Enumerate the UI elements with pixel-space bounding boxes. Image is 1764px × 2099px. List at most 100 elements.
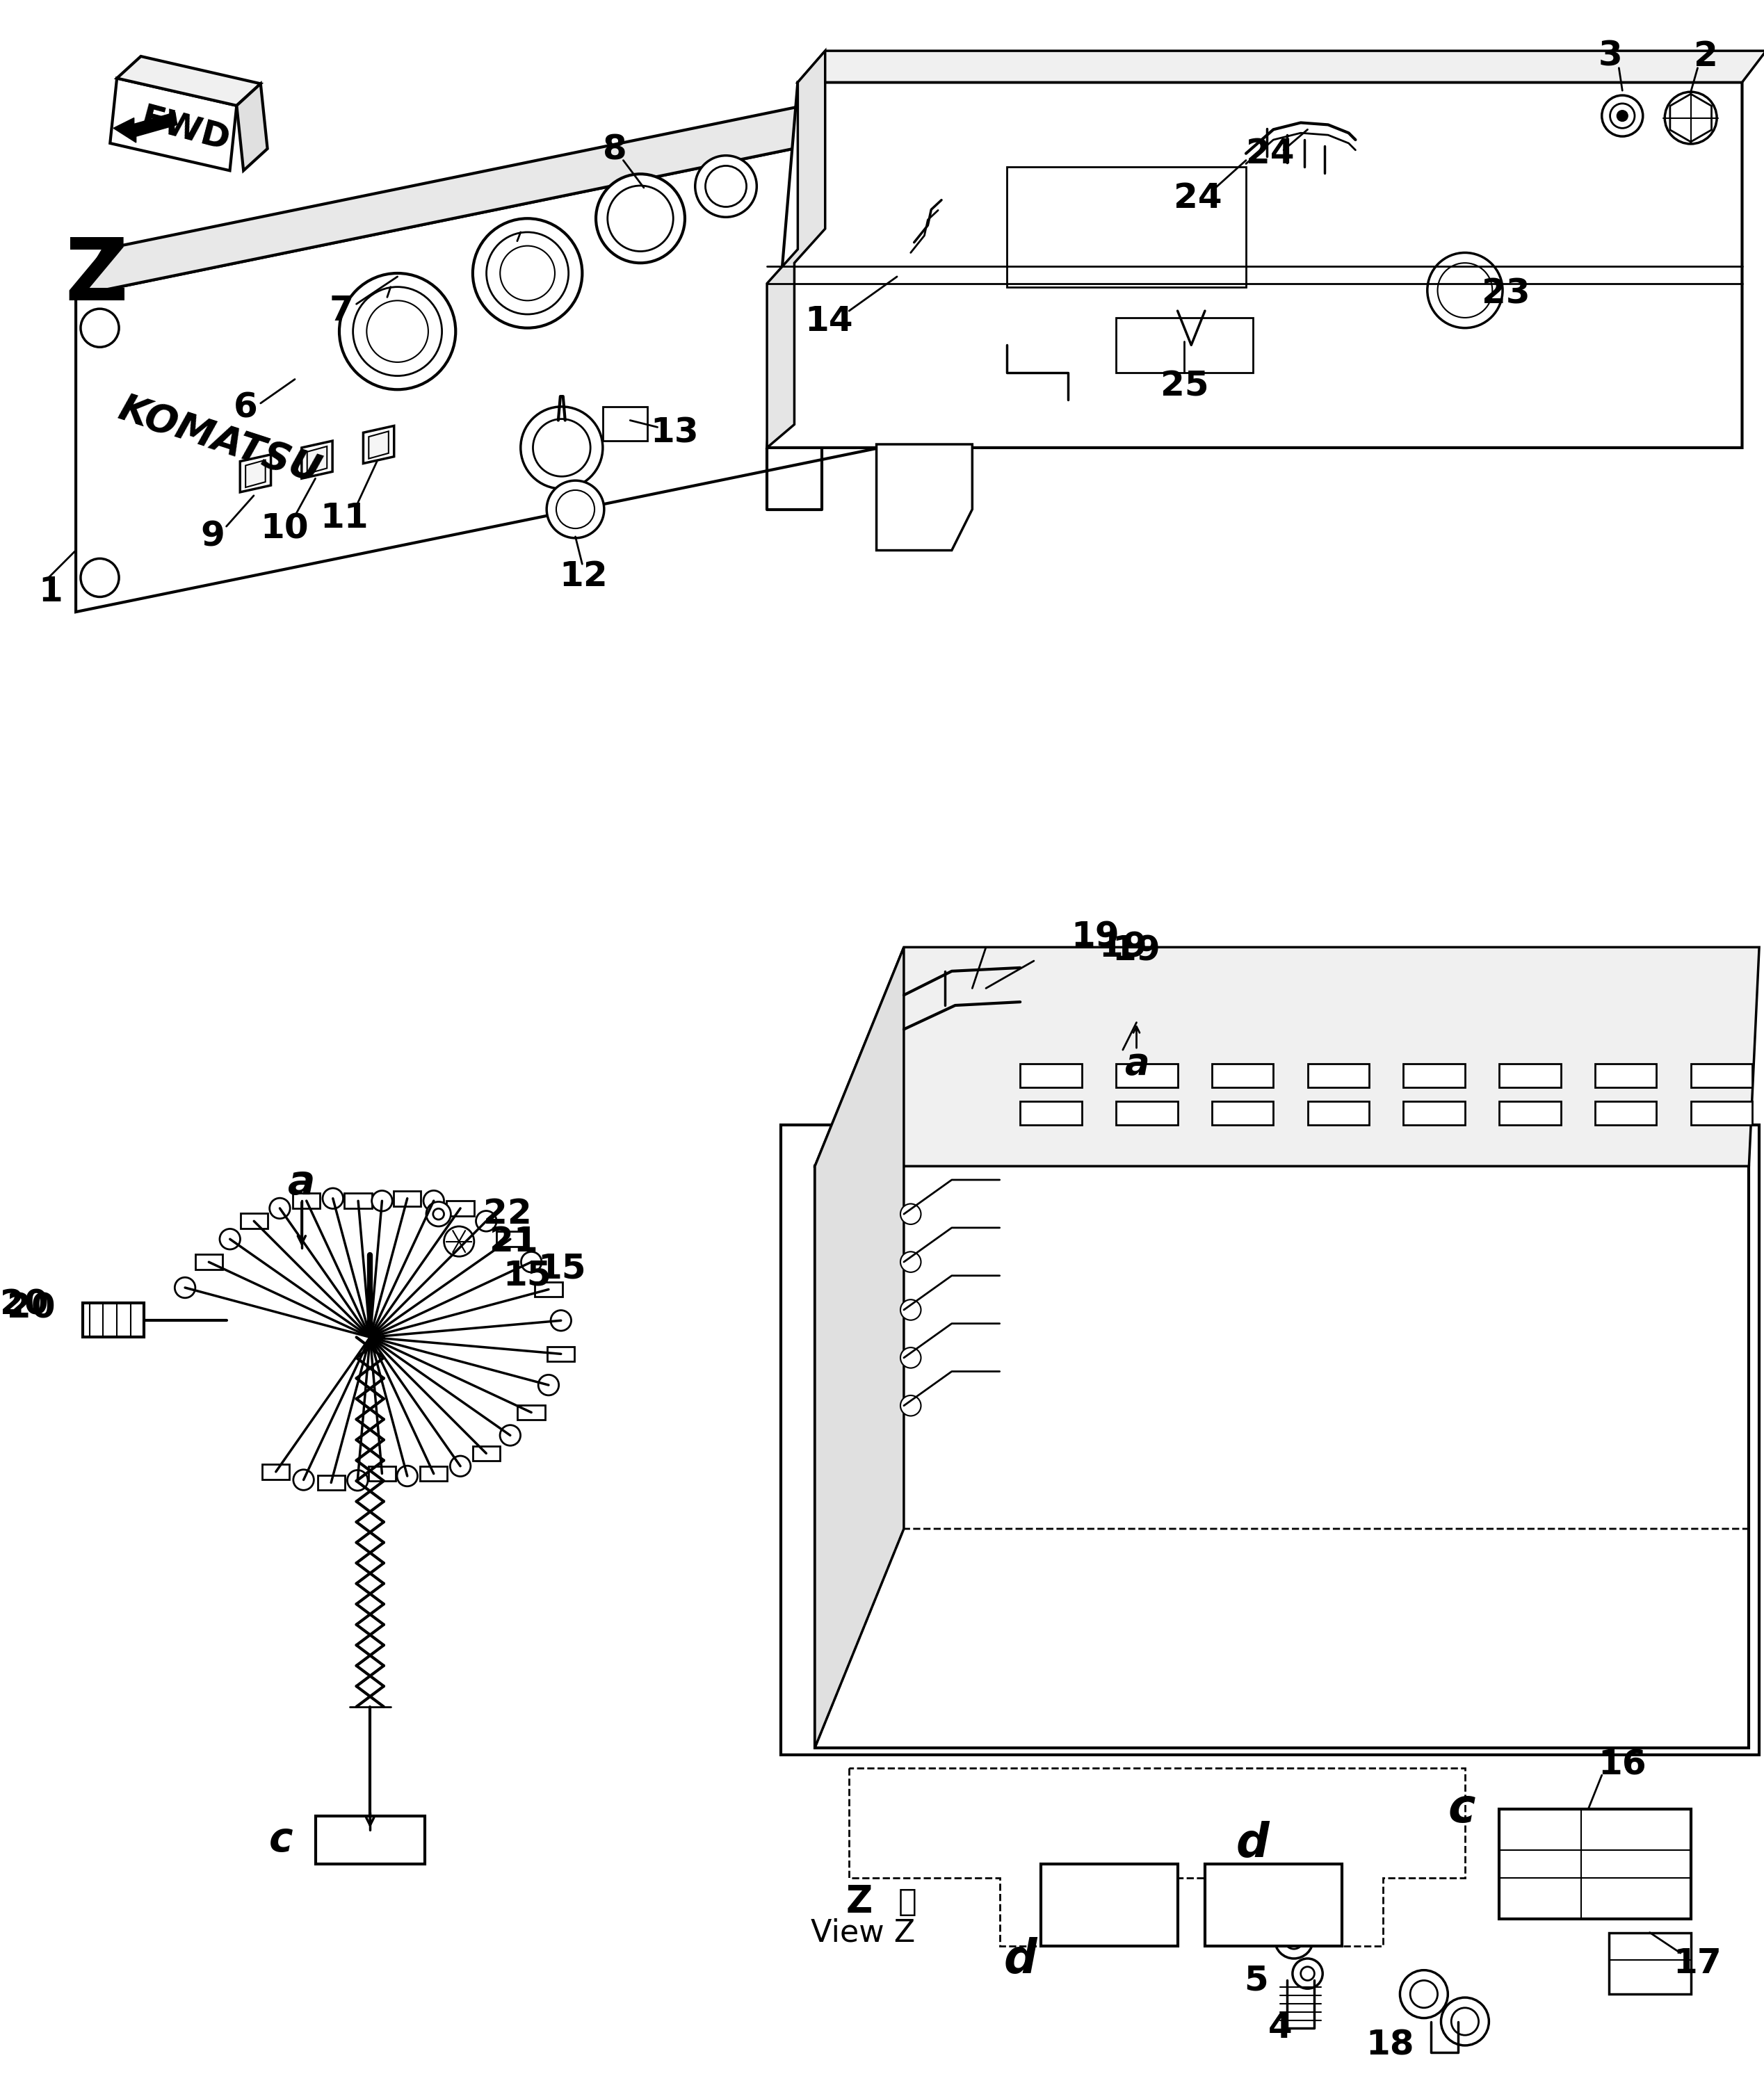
Bar: [1499, 1064, 1561, 1087]
Circle shape: [499, 1425, 520, 1446]
Text: 7: 7: [330, 294, 353, 327]
Bar: [1020, 1102, 1081, 1125]
Text: KOMATSU: KOMATSU: [113, 390, 325, 491]
Text: 19: 19: [1099, 930, 1147, 963]
Circle shape: [1409, 1981, 1438, 2009]
Text: d: d: [1237, 1820, 1270, 1866]
Circle shape: [487, 233, 568, 315]
Polygon shape: [369, 430, 388, 460]
Circle shape: [423, 1190, 445, 1211]
Circle shape: [293, 1469, 314, 1490]
Circle shape: [1401, 1971, 1448, 2017]
Circle shape: [353, 288, 443, 376]
Text: FWD: FWD: [138, 101, 233, 157]
Text: 5: 5: [1244, 1965, 1268, 1996]
Circle shape: [520, 1251, 542, 1272]
Circle shape: [1275, 1921, 1312, 1958]
Text: 視: 視: [898, 1887, 917, 1916]
Text: 19: 19: [1113, 934, 1161, 968]
Bar: [420, 1465, 448, 1482]
Circle shape: [1665, 92, 1716, 145]
Bar: [1307, 1064, 1369, 1087]
Circle shape: [520, 407, 603, 489]
Circle shape: [323, 1188, 344, 1209]
Text: 25: 25: [1161, 369, 1208, 403]
Bar: [1595, 1064, 1656, 1087]
Circle shape: [1441, 1998, 1489, 2044]
Bar: [1205, 1864, 1342, 1946]
Text: 10: 10: [261, 512, 309, 546]
Circle shape: [1438, 262, 1492, 317]
Circle shape: [695, 155, 757, 216]
Bar: [1041, 1864, 1178, 1946]
Text: c: c: [1448, 1786, 1475, 1832]
Circle shape: [473, 218, 582, 327]
Bar: [1117, 1064, 1178, 1087]
Text: 20: 20: [7, 1291, 55, 1324]
Bar: [547, 1345, 575, 1362]
Bar: [473, 1446, 499, 1461]
Polygon shape: [106, 317, 182, 363]
Bar: [1212, 1102, 1274, 1125]
Polygon shape: [815, 947, 1759, 1167]
Bar: [263, 1465, 289, 1480]
Circle shape: [1284, 1929, 1304, 1950]
Polygon shape: [240, 455, 272, 491]
Bar: [344, 1194, 372, 1209]
Text: 6: 6: [233, 390, 258, 424]
Circle shape: [175, 1278, 196, 1297]
Bar: [1690, 1102, 1752, 1125]
Text: 4: 4: [1268, 2011, 1293, 2044]
Circle shape: [397, 1465, 418, 1486]
Circle shape: [1452, 2009, 1478, 2036]
Text: 22: 22: [483, 1196, 531, 1230]
Text: 23: 23: [1482, 277, 1529, 311]
Polygon shape: [302, 441, 332, 479]
Bar: [1404, 1064, 1464, 1087]
Circle shape: [476, 1211, 496, 1232]
Polygon shape: [1671, 94, 1711, 143]
Circle shape: [706, 166, 746, 208]
Circle shape: [1602, 94, 1642, 136]
Bar: [1007, 168, 1245, 288]
Bar: [446, 1201, 475, 1215]
Bar: [196, 1255, 222, 1270]
Bar: [83, 1303, 145, 1337]
Circle shape: [427, 1203, 452, 1226]
Text: Z: Z: [65, 235, 127, 319]
Circle shape: [533, 420, 591, 476]
Text: 8: 8: [603, 134, 628, 166]
Bar: [534, 1282, 563, 1297]
Circle shape: [547, 481, 603, 537]
Circle shape: [445, 1226, 475, 1257]
Text: 18: 18: [1365, 2030, 1415, 2061]
Circle shape: [432, 1209, 445, 1220]
Bar: [1404, 1102, 1464, 1125]
Text: 16: 16: [1598, 1748, 1646, 1782]
Bar: [1020, 1064, 1081, 1087]
Text: Z: Z: [847, 1883, 873, 1921]
Circle shape: [900, 1299, 921, 1320]
Text: 13: 13: [651, 416, 699, 449]
Circle shape: [550, 1310, 572, 1331]
Bar: [1499, 1102, 1561, 1125]
Text: 3: 3: [1598, 40, 1623, 73]
Circle shape: [501, 246, 556, 300]
Circle shape: [372, 1190, 392, 1211]
Text: d: d: [1004, 1937, 1037, 1984]
Polygon shape: [116, 57, 261, 105]
Text: 21: 21: [490, 1224, 538, 1257]
Bar: [1212, 1064, 1274, 1087]
Bar: [517, 1404, 545, 1419]
Bar: [393, 1190, 422, 1207]
Circle shape: [1293, 1958, 1323, 1988]
Polygon shape: [236, 84, 268, 170]
Bar: [1499, 1809, 1690, 1918]
Circle shape: [538, 1375, 559, 1396]
Text: 12: 12: [559, 560, 609, 594]
Bar: [318, 1476, 344, 1490]
Polygon shape: [76, 130, 887, 613]
Text: 15: 15: [538, 1253, 586, 1285]
Circle shape: [1618, 111, 1628, 122]
Polygon shape: [815, 1167, 1748, 1748]
